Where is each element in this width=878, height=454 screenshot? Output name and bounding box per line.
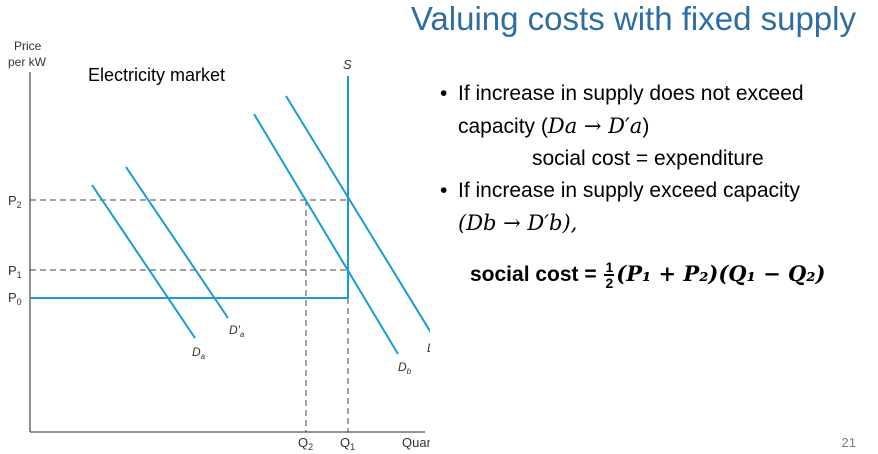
bullet-dot: • bbox=[440, 179, 448, 202]
market-label: Electricity market bbox=[88, 65, 225, 85]
slide-title: Valuing costs with fixed supply bbox=[410, 0, 856, 37]
price-tick-p0: P0 bbox=[8, 290, 22, 307]
bullet-item-2: • If increase in supply exceed capacity … bbox=[440, 175, 870, 240]
bullet-dot: • bbox=[440, 82, 448, 105]
bullet-2-text: If increase in supply exceed capacity bbox=[458, 179, 801, 202]
bullet-1-text: If increase in supply does not exceed bbox=[458, 82, 804, 105]
demand-curve-da-prime bbox=[125, 166, 229, 319]
quantity-tick-q2: Q2 bbox=[298, 435, 313, 452]
y-axis-label-line2: per kW bbox=[8, 55, 47, 69]
supply-label: S bbox=[343, 57, 352, 72]
demand-curve-db-prime bbox=[285, 95, 430, 334]
bullet-1-line2-prefix: capacity ( bbox=[458, 115, 548, 138]
supply-demand-diagram: Price per kW Electricity market S P2 P1 … bbox=[8, 39, 430, 452]
curve-label-da: Da bbox=[192, 345, 206, 361]
bullet-item-1: • If increase in supply does not exceed … bbox=[440, 78, 870, 143]
demand-curve-da bbox=[91, 184, 196, 339]
fraction-numerator: 1 bbox=[604, 259, 615, 277]
price-tick-p2: P2 bbox=[8, 193, 22, 210]
price-tick-p1: P1 bbox=[8, 263, 22, 280]
curve-label-da-prime: D′a bbox=[229, 323, 245, 339]
curve-label-db: Db bbox=[398, 360, 412, 376]
bullet-1-math: Da → D′a bbox=[547, 114, 643, 138]
bullet-list: • If increase in supply does not exceed … bbox=[440, 78, 870, 291]
x-axis-label: Quantity in kWs bbox=[402, 435, 430, 450]
demand-curve-db bbox=[253, 113, 399, 355]
page-number: 21 bbox=[841, 435, 856, 450]
formula-prefix: social cost = bbox=[470, 263, 603, 286]
bullet-2-math: (Db → D′b), bbox=[458, 211, 578, 235]
fraction-denominator: 2 bbox=[605, 275, 614, 292]
bullet-1-result: social cost = expenditure bbox=[532, 147, 764, 170]
quantity-tick-q1: Q1 bbox=[340, 435, 355, 452]
bullet-1-line2-suffix: ) bbox=[642, 115, 650, 138]
y-axis-label-line1: Price bbox=[14, 39, 42, 53]
social-cost-formula: social cost = 1 2 (P₁ + P₂)(Q₁ − Q₂) bbox=[440, 258, 870, 291]
curve-label-db-prime: D′b bbox=[427, 341, 430, 357]
formula-expression: (P₁ + P₂)(Q₁ − Q₂) bbox=[616, 261, 826, 286]
